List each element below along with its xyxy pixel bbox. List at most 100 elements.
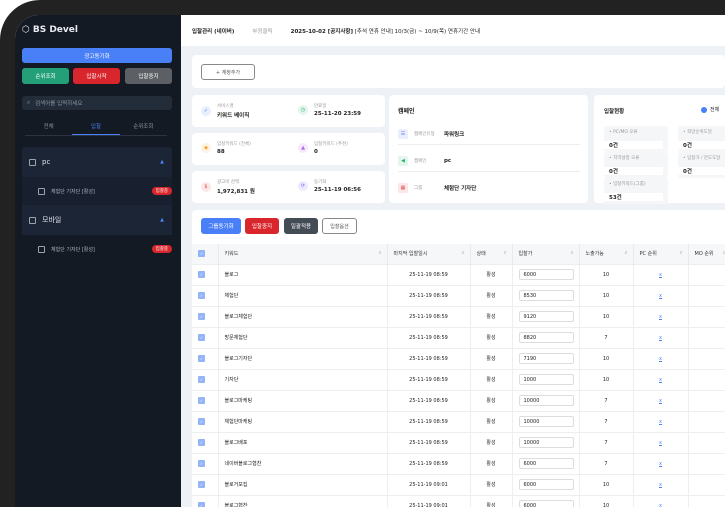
item-name: 체험단 기자단 [활성] [51,246,95,253]
bid-price-input[interactable]: 1000 [518,374,574,385]
screen: ⬡ BS Devel 광고동기화 순위조회 입찰시작 입찰중지 ⌕ 검색어를 입력하… [15,15,725,507]
pc-rank-link[interactable]: x [659,271,662,278]
bid-price-input[interactable]: 9120 [518,311,574,322]
checkbox-checked-icon[interactable]: ✓ [198,334,205,341]
info-label: 입찰키워드 (추천) [314,142,348,147]
tab-bid[interactable]: 입찰 [72,120,120,135]
table-row: ✓ 블로그기자단 25-11-19 08:59 활성 7190 10 x [192,347,725,369]
checkbox-checked-icon[interactable]: ✓ [198,418,205,425]
pc-rank-link[interactable]: x [659,313,662,320]
group-sync-button[interactable]: 그룹동기화 [201,218,241,234]
ad-sync-button[interactable]: 광고동기화 [22,48,172,63]
checkbox[interactable] [29,216,36,224]
sort-icon[interactable]: ⇵ [722,250,725,256]
bid-price-input[interactable]: 7190 [518,353,574,364]
checkbox-checked-icon[interactable]: ✓ [198,460,205,467]
campaign-title: 캠페인 [398,108,415,115]
bid-stop-button[interactable]: 입찰중지 [245,218,279,234]
sort-icon[interactable]: ⇵ [624,250,628,256]
column-header[interactable]: MO 순위 ⇵ [688,244,725,264]
fraud-click-link[interactable]: 부정클릭 [252,28,273,35]
radio-all[interactable]: 전체 [701,106,719,113]
bid-stop-button[interactable]: 입찰중지 [125,68,172,84]
group-item[interactable]: 체험단 기자단 [활성] 입찰중 [22,177,172,205]
check-icon: ✓ [201,106,211,116]
bid-price-input[interactable]: 6000 [518,500,574,507]
pc-rank-link[interactable]: x [659,355,662,362]
bid-price-input[interactable]: 6000 [518,269,574,280]
group-mobile[interactable]: 모바일 ▲ [22,205,172,235]
last-bid-time: 25-11-19 08:59 [387,326,471,348]
bid-option-button[interactable]: 입찰옵션 [322,218,357,234]
bid-price-input[interactable]: 10000 [518,395,574,406]
pc-rank-link[interactable]: x [659,481,662,488]
info-item: $ 광고비 잔액 1,972,831 원 [201,179,255,195]
checkbox[interactable] [29,158,36,166]
bid-price-input[interactable]: 6000 [518,479,574,490]
last-bid-time: 25-11-19 08:59 [387,389,471,411]
column-header[interactable]: 키워드 ⇵ [218,244,388,264]
select-all[interactable]: ✓ [192,244,219,264]
sort-icon[interactable]: ⇵ [679,250,683,256]
pc-rank-link[interactable]: x [659,397,662,404]
pc-rank-link[interactable]: x [659,502,662,507]
table-row: ✓ 블로그협찬 25-11-19 09:01 활성 6000 10 x [192,494,725,507]
pc-rank-link[interactable]: x [659,439,662,446]
checkbox-checked-icon[interactable]: ✓ [198,397,205,404]
pc-rank-link[interactable]: x [659,292,662,299]
keyword: 블로그체험단 [218,305,388,327]
bid-price-input[interactable]: 10000 [518,416,574,427]
column-header[interactable]: 노출가능 ⇵ [579,244,634,264]
chevron-up-icon[interactable]: ▲ [160,159,164,165]
info-label: 광고비 잔액 [217,180,240,185]
bulk-apply-button[interactable]: 일괄적용 [284,218,318,234]
chevron-up-icon[interactable]: ▲ [160,217,164,223]
sort-icon[interactable]: ⇵ [570,250,574,256]
search-input[interactable]: ⌕ 검색어를 입력하세요 [22,96,172,110]
pc-rank-link[interactable]: x [659,418,662,425]
checkbox[interactable] [38,187,45,195]
bid-start-button[interactable]: 입찰시작 [73,68,120,84]
add-account-button[interactable]: + 계정추가 [201,64,255,80]
column-header[interactable]: PC 순위 ⇵ [633,244,689,264]
info-value: 25-11-19 06:56 [314,187,361,193]
tab-rank[interactable]: 순위조회 [133,124,154,130]
checkbox-checked-icon[interactable]: ✓ [198,313,205,320]
bid-price-input[interactable]: 8820 [518,332,574,343]
radio-label: 전체 [710,107,720,113]
checkbox[interactable] [38,245,45,253]
checkbox-checked-icon[interactable]: ✓ [198,481,205,488]
pc-rank-link[interactable]: x [659,334,662,341]
checkbox-checked-icon[interactable]: ✓ [198,292,205,299]
pc-rank-link[interactable]: x [659,460,662,467]
rank-check-button[interactable]: 순위조회 [22,68,69,84]
sort-icon[interactable]: ⇵ [378,250,382,256]
grid-icon: ▦ [398,183,408,193]
group-pc[interactable]: pc ▲ [22,147,172,177]
last-bid-time: 25-11-19 08:59 [387,305,471,327]
column-header[interactable]: 마지막 입찰일시 ⇵ [387,244,471,264]
sort-icon[interactable]: ⇵ [503,250,507,256]
bid-price-input[interactable]: 8530 [518,290,574,301]
checkbox-checked-icon[interactable]: ✓ [198,502,205,507]
checkbox-checked-icon[interactable]: ✓ [198,250,205,258]
tab-all[interactable]: 전체 [43,124,54,130]
keyword: 체험단 [218,284,388,306]
column-header[interactable]: 상태 ⇵ [470,244,513,264]
checkbox-checked-icon[interactable]: ✓ [198,439,205,446]
pc-rank-link[interactable]: x [659,376,662,383]
info-card [192,171,385,203]
checkbox-checked-icon[interactable]: ✓ [198,271,205,278]
bid-price-input[interactable]: 10000 [518,437,574,448]
group-name: 모바일 [42,216,62,224]
checkbox-checked-icon[interactable]: ✓ [198,355,205,362]
column-header[interactable]: 입찰가 ⇵ [512,244,580,264]
campaign-value: 파워링크 [444,131,465,138]
checkbox-checked-icon[interactable]: ✓ [198,376,205,383]
notice[interactable]: 2025-10-02 [공지사항] [추석 연휴 안내] 10/3(금) ~ 1… [291,27,480,35]
status: 활성 [470,389,513,411]
sort-icon[interactable]: ⇵ [461,250,465,256]
group-item[interactable]: 체험단 기자단 [활성] 입찰중 [22,235,172,263]
info-item: ▲ 입찰키워드 (추천) 0 [298,141,348,155]
bid-price-input[interactable]: 6000 [518,458,574,469]
